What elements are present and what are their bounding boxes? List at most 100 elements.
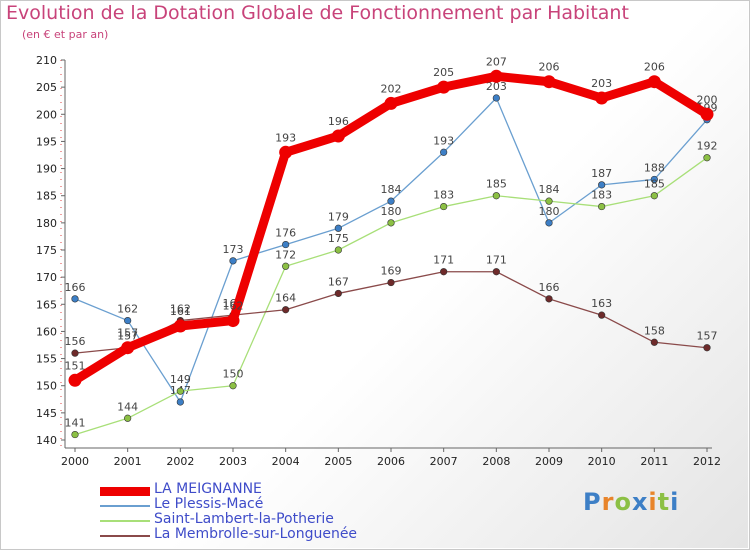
data-label: 203 <box>486 80 507 93</box>
data-point <box>440 202 448 211</box>
x-tick-label: 2000 <box>61 455 89 468</box>
x-tick-label: 2006 <box>377 455 405 468</box>
data-label: 162 <box>170 303 191 316</box>
data-point <box>226 314 240 328</box>
x-tick-label: 2012 <box>693 455 721 468</box>
logo-letter: i <box>648 488 658 516</box>
data-point <box>176 398 184 406</box>
data-point <box>71 349 79 357</box>
data-point <box>279 145 293 159</box>
data-label: 206 <box>644 61 665 74</box>
data-label: 184 <box>539 183 560 196</box>
data-label: 193 <box>433 134 454 147</box>
data-point <box>545 295 553 303</box>
y-tick-label: 190 <box>36 163 57 176</box>
data-label: 144 <box>117 400 138 413</box>
y-tick-label: 160 <box>36 325 57 338</box>
data-label: 162 <box>223 300 244 313</box>
data-label: 185 <box>644 178 665 191</box>
data-point <box>598 202 606 211</box>
x-tick-label: 2010 <box>588 455 616 468</box>
data-label: 184 <box>381 183 402 196</box>
data-label: 188 <box>644 161 665 174</box>
y-tick-label: 185 <box>36 190 57 203</box>
data-point <box>489 69 503 83</box>
logo-letter: i <box>670 488 680 516</box>
chart-title: Evolution de la Dotation Globale de Fonc… <box>6 2 629 24</box>
data-point <box>334 289 342 298</box>
legend-swatch <box>100 520 150 522</box>
series-Saint-Lambert-la-Potherie: 141 144 149 150 172 175 180 183 185 184 183 185 192 <box>65 140 718 439</box>
y-tick-label: 165 <box>36 298 57 311</box>
x-tick-label: 2011 <box>640 455 668 468</box>
y-tick-label: 170 <box>36 271 57 284</box>
legend-swatch <box>100 505 150 507</box>
data-point <box>68 373 82 387</box>
x-tick-label: 2001 <box>114 455 142 468</box>
legend-swatch <box>100 487 150 496</box>
data-label: 172 <box>275 248 296 261</box>
data-point <box>437 80 451 94</box>
x-tick-label: 2008 <box>482 455 510 468</box>
data-label: 171 <box>433 254 454 267</box>
y-tick-label: 200 <box>36 108 57 121</box>
data-label: 202 <box>381 82 402 95</box>
series-La Membrolle-sur-Longuenée: 156 157162 163 164167169171 171166163158 157 <box>65 254 718 357</box>
data-point <box>650 338 658 346</box>
data-label: 176 <box>275 227 296 240</box>
data-label: 192 <box>697 140 718 153</box>
data-point <box>387 219 395 227</box>
y-tick-label: 205 <box>36 81 57 94</box>
logo-letter: r <box>601 488 615 516</box>
data-label: 187 <box>591 167 612 180</box>
data-label: 151 <box>65 359 86 372</box>
y-tick-label: 175 <box>36 244 57 257</box>
data-label: 203 <box>591 77 612 90</box>
data-point <box>492 192 500 200</box>
x-tick-label: 2002 <box>166 455 194 468</box>
data-label: 205 <box>433 66 454 79</box>
x-tick-label: 2009 <box>535 455 563 468</box>
data-point <box>124 414 132 422</box>
y-tick-label: 210 <box>36 54 57 67</box>
data-label: 200 <box>697 93 718 106</box>
data-point <box>545 197 553 205</box>
data-point <box>124 316 132 325</box>
data-label: 166 <box>539 281 560 294</box>
data-point <box>331 129 345 143</box>
x-tick-label: 2005 <box>324 455 352 468</box>
logo-letter: P <box>583 488 602 516</box>
data-label: 166 <box>65 281 86 294</box>
y-tick-label: 195 <box>36 135 57 148</box>
data-point <box>440 268 448 276</box>
x-tick-label: 2004 <box>272 455 300 468</box>
data-label: 175 <box>328 232 349 245</box>
data-label: 149 <box>170 373 191 386</box>
chart-subtitle: (en € et par an) <box>22 28 109 41</box>
data-label: 169 <box>381 265 402 278</box>
data-point <box>647 75 661 89</box>
data-point <box>71 295 79 303</box>
data-label: 179 <box>328 210 349 223</box>
data-point <box>384 96 398 110</box>
data-label: 157 <box>117 327 138 340</box>
proxiti-logo: Proxiti <box>583 488 679 516</box>
data-label: 162 <box>117 303 138 316</box>
data-point <box>282 306 290 314</box>
data-label: 156 <box>65 335 86 348</box>
legend-label: La Membrolle-sur-Longuenée <box>154 526 358 542</box>
data-point <box>229 382 237 390</box>
data-label: 161 <box>170 305 191 318</box>
data-label: 157 <box>117 330 138 343</box>
data-point <box>71 430 79 439</box>
data-point <box>492 268 500 276</box>
data-point <box>598 181 606 189</box>
data-point <box>282 262 290 270</box>
data-label: 141 <box>65 417 86 430</box>
data-point <box>650 192 658 200</box>
series-line <box>70 71 712 385</box>
data-point <box>282 240 290 249</box>
data-label: 171 <box>486 254 507 267</box>
data-point <box>703 154 711 162</box>
